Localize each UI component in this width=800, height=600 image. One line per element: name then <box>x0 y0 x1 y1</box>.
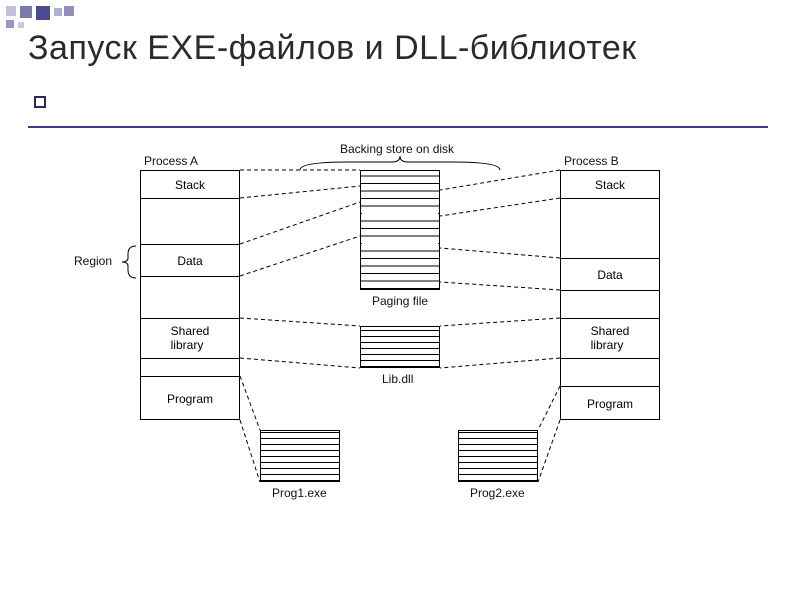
seg-b-data: Data <box>561 259 659 291</box>
paging-file-box <box>360 170 440 290</box>
lib-dll-box <box>360 326 440 368</box>
label-paging: Paging file <box>372 294 428 308</box>
seg-b-gap1 <box>561 199 659 259</box>
title-bullet <box>34 96 46 108</box>
label-region: Region <box>74 254 112 268</box>
prog2-box <box>458 430 538 482</box>
label-prog1: Prog1.exe <box>272 486 327 500</box>
seg-a-gap1 <box>141 199 239 245</box>
label-process-b: Process B <box>564 154 619 168</box>
region-brace <box>118 244 140 280</box>
diagram: Process A Process B Backing store on dis… <box>60 140 740 560</box>
backing-brace <box>296 152 504 172</box>
seg-a-program: Program <box>141 377 239 421</box>
seg-a-data: Data <box>141 245 239 277</box>
label-prog2: Prog2.exe <box>470 486 525 500</box>
page-title: Запуск EXE-файлов и DLL-библиотек <box>28 28 768 69</box>
seg-b-gap2 <box>561 291 659 319</box>
label-process-a: Process A <box>144 154 198 168</box>
seg-a-shared: Shared library <box>141 319 239 359</box>
process-b-memory: Stack Data Shared library Program <box>560 170 660 420</box>
process-a-memory: Stack Data Shared library Program <box>140 170 240 420</box>
seg-b-shared: Shared library <box>561 319 659 359</box>
seg-a-gap2 <box>141 277 239 319</box>
seg-a-gap3 <box>141 359 239 377</box>
seg-b-program: Program <box>561 387 659 421</box>
seg-a-stack: Stack <box>141 171 239 199</box>
prog1-box <box>260 430 340 482</box>
title-underline <box>28 126 768 128</box>
label-lib: Lib.dll <box>382 372 413 386</box>
seg-b-stack: Stack <box>561 171 659 199</box>
seg-b-gap3 <box>561 359 659 387</box>
